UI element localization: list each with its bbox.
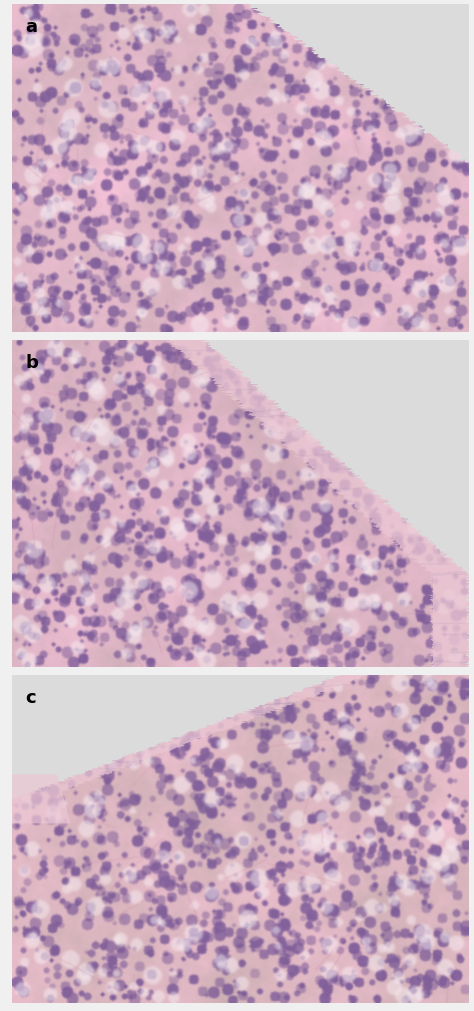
Text: c: c <box>26 688 36 707</box>
Text: b: b <box>26 354 38 371</box>
Text: a: a <box>26 18 37 36</box>
